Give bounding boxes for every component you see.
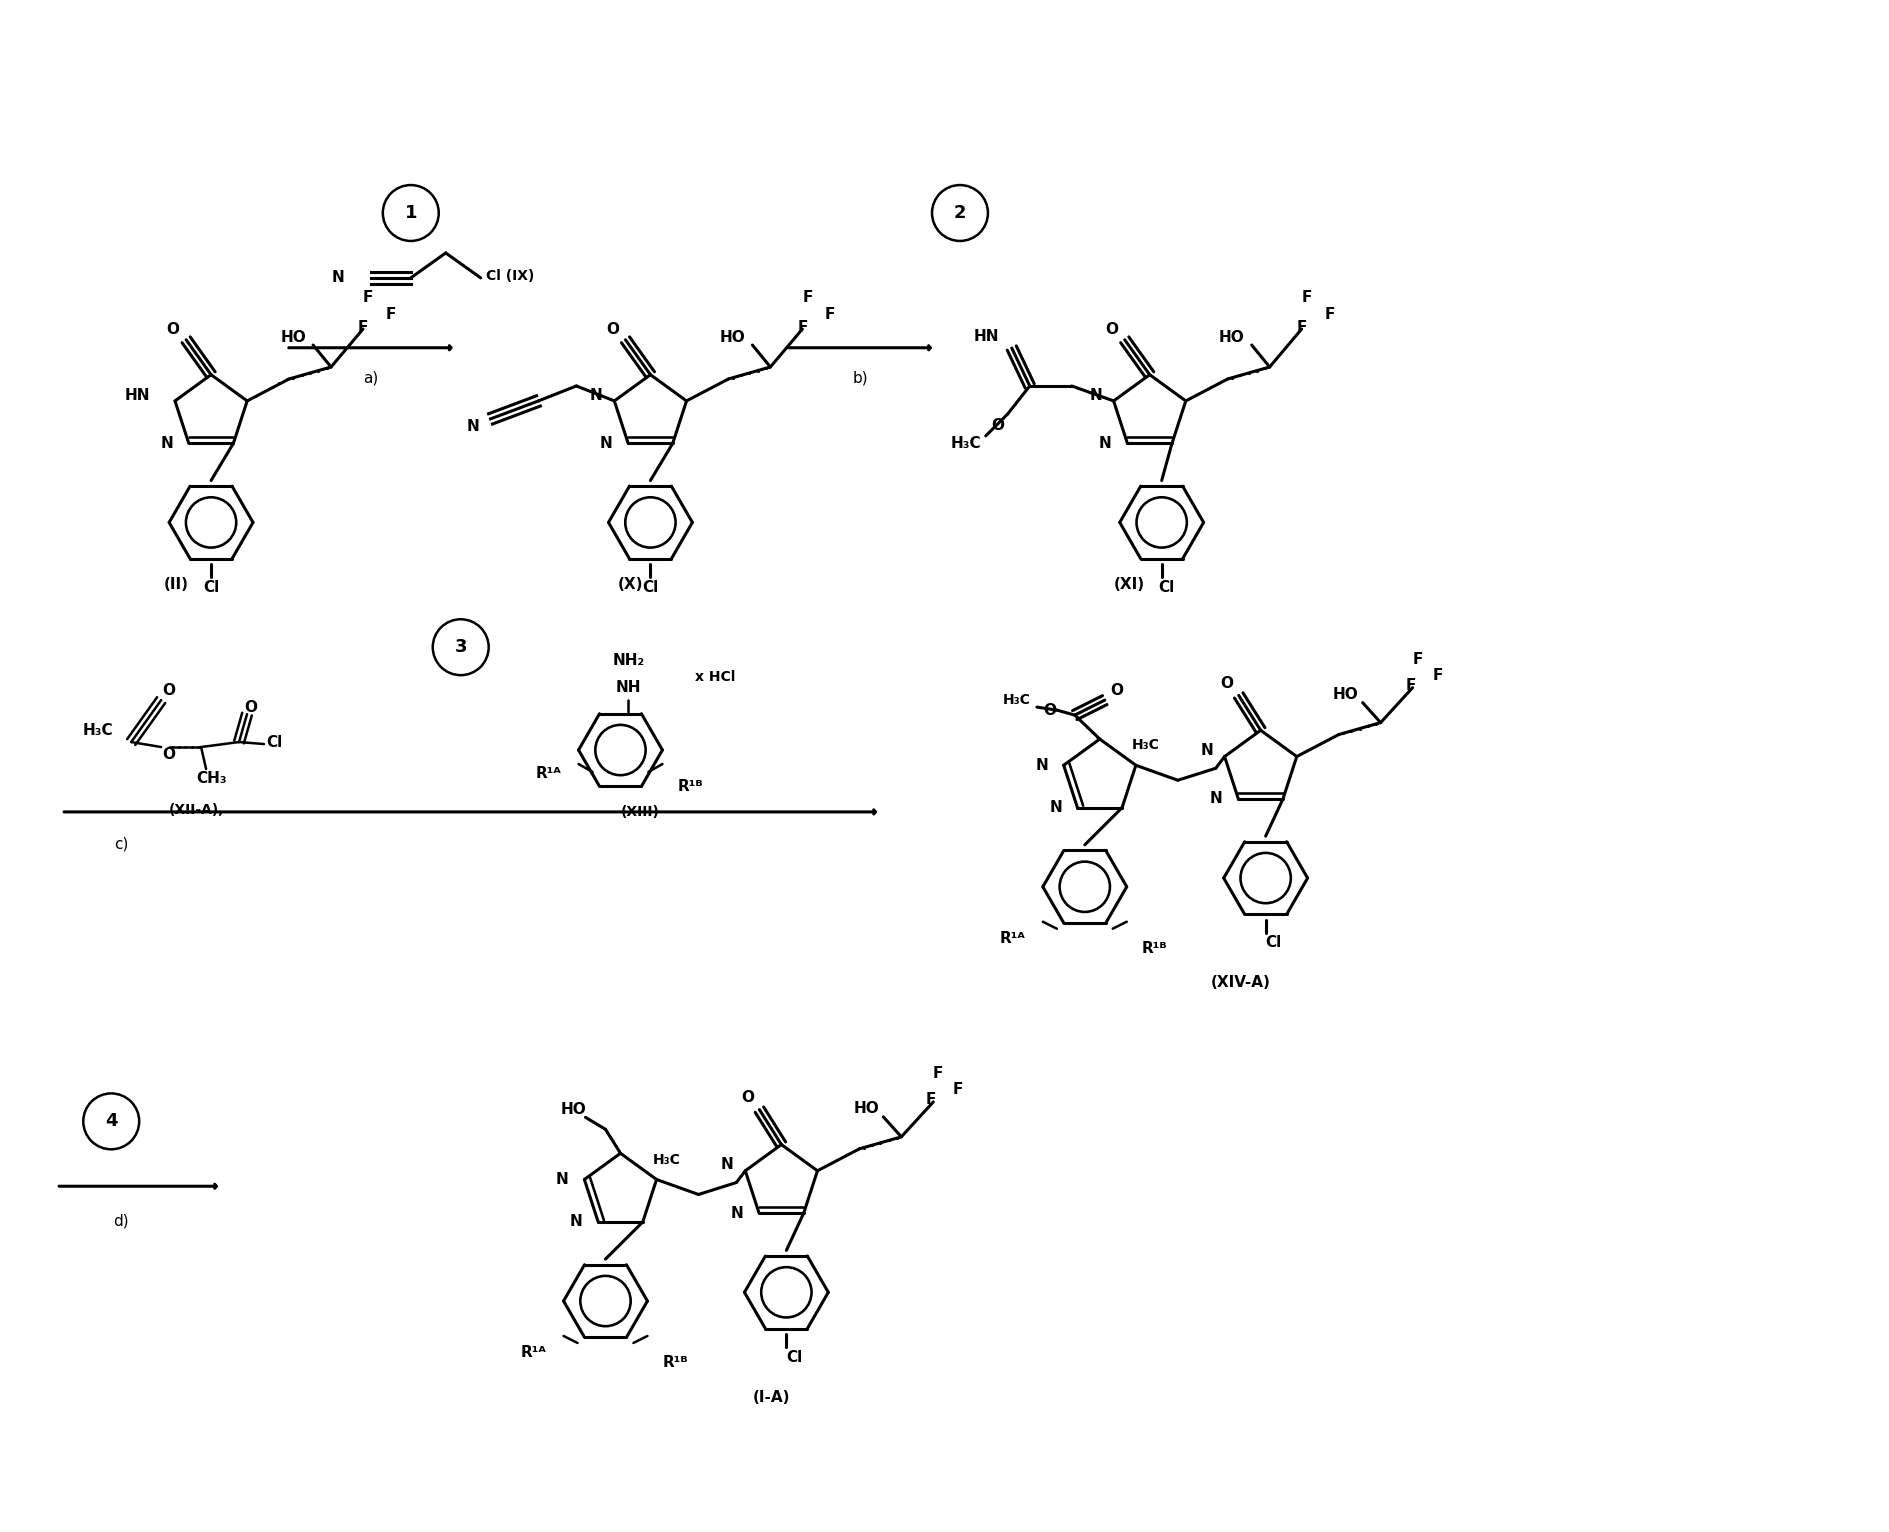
Text: Cl (IX): Cl (IX) <box>487 270 535 283</box>
Text: (XII-A),: (XII-A), <box>168 803 225 817</box>
Text: 4: 4 <box>106 1112 117 1131</box>
Text: N: N <box>722 1157 733 1172</box>
Text: HN: HN <box>125 389 149 403</box>
Text: O: O <box>244 700 257 714</box>
Text: R¹ᴮ: R¹ᴮ <box>663 1356 688 1371</box>
Text: c): c) <box>113 836 128 852</box>
Text: N: N <box>589 389 603 403</box>
Text: O: O <box>740 1091 754 1105</box>
Text: HO: HO <box>561 1102 586 1117</box>
Text: F: F <box>357 320 368 334</box>
Text: O: O <box>1220 676 1234 691</box>
Text: HO: HO <box>1218 329 1245 345</box>
Text: F: F <box>797 320 807 334</box>
Text: x HCl: x HCl <box>695 669 735 685</box>
Text: F: F <box>825 306 835 322</box>
Text: HO: HO <box>1334 688 1358 702</box>
Text: H₃C: H₃C <box>1003 692 1031 708</box>
Text: N: N <box>601 435 612 450</box>
Text: Cl: Cl <box>786 1350 803 1365</box>
Text: Cl: Cl <box>202 579 219 594</box>
Text: F: F <box>1296 320 1307 334</box>
Text: F: F <box>926 1092 937 1108</box>
Text: R¹ᴬ: R¹ᴬ <box>536 766 561 781</box>
Text: R¹ᴮ: R¹ᴮ <box>678 780 703 795</box>
Text: NH₂: NH₂ <box>612 653 644 668</box>
Text: Cl: Cl <box>642 579 659 594</box>
Text: F: F <box>1432 668 1443 683</box>
Text: F: F <box>803 290 812 305</box>
Text: b): b) <box>852 371 867 385</box>
Text: H₃C: H₃C <box>83 723 113 737</box>
Text: N: N <box>1200 743 1213 758</box>
Text: R¹ᴬ: R¹ᴬ <box>521 1345 546 1360</box>
Text: R¹ᴮ: R¹ᴮ <box>1141 941 1167 956</box>
Text: N: N <box>1048 800 1062 815</box>
Text: HO: HO <box>280 329 306 345</box>
Text: N: N <box>467 420 480 435</box>
Text: a): a) <box>363 371 378 385</box>
Text: HN: HN <box>975 328 999 343</box>
Text: O: O <box>162 683 176 697</box>
Text: (X): (X) <box>618 578 644 591</box>
Text: R¹ᴬ: R¹ᴬ <box>999 931 1026 947</box>
Text: 2: 2 <box>954 204 967 222</box>
Text: N: N <box>1099 435 1113 450</box>
Text: F: F <box>385 306 397 322</box>
Text: F: F <box>1413 653 1422 668</box>
Text: (XI): (XI) <box>1115 578 1145 591</box>
Text: Cl: Cl <box>1266 936 1283 950</box>
Text: O: O <box>1043 703 1056 717</box>
Text: (XIV-A): (XIV-A) <box>1211 976 1271 990</box>
Text: 1: 1 <box>404 204 417 222</box>
Text: O: O <box>606 322 620 337</box>
Text: N: N <box>331 270 344 285</box>
Text: N: N <box>570 1215 582 1229</box>
Text: HO: HO <box>854 1102 878 1117</box>
Text: H₃C: H₃C <box>1132 738 1160 752</box>
Text: (XIII): (XIII) <box>621 804 659 820</box>
Text: H₃C: H₃C <box>950 437 980 452</box>
Text: F: F <box>1324 306 1336 322</box>
Text: Cl: Cl <box>266 734 281 749</box>
Text: d): d) <box>113 1213 128 1229</box>
Text: NH: NH <box>616 680 640 694</box>
Text: Cl: Cl <box>1158 579 1175 594</box>
Text: N: N <box>1211 792 1222 806</box>
Text: N: N <box>1090 389 1101 403</box>
Text: O: O <box>166 322 179 337</box>
Text: N: N <box>161 435 174 450</box>
Text: 3: 3 <box>455 639 467 656</box>
Text: F: F <box>933 1066 943 1082</box>
Text: CH₃: CH₃ <box>196 772 227 786</box>
Text: F: F <box>363 290 374 305</box>
Text: F: F <box>1302 290 1311 305</box>
Text: H₃C: H₃C <box>652 1152 680 1166</box>
Text: N: N <box>1035 758 1048 772</box>
Text: (II): (II) <box>164 578 189 591</box>
Text: (I-A): (I-A) <box>752 1390 790 1405</box>
Text: N: N <box>555 1172 569 1187</box>
Text: O: O <box>1111 683 1124 697</box>
Text: O: O <box>1105 322 1118 337</box>
Text: O: O <box>162 746 176 761</box>
Text: HO: HO <box>720 329 746 345</box>
Text: F: F <box>1405 679 1415 692</box>
Text: F: F <box>954 1083 963 1097</box>
Text: N: N <box>731 1206 744 1221</box>
Text: O: O <box>992 418 1005 434</box>
